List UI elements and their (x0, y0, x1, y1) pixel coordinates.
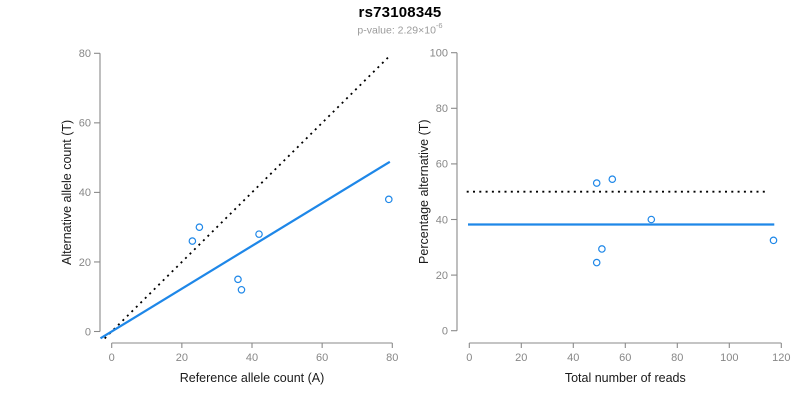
y-tick-label: 60 (436, 159, 448, 171)
data-point (234, 275, 242, 284)
y-tick-label: 0 (85, 326, 91, 338)
y-tick-label: 100 (430, 48, 448, 60)
y-tick-label: 40 (436, 214, 448, 226)
y-tick-label: 20 (436, 270, 448, 282)
data-point (592, 258, 601, 267)
y-axis-title: Alternative allele count (T) (60, 120, 74, 265)
data-point (188, 237, 197, 245)
identity-line (104, 56, 390, 340)
allele-ratio-line (99, 160, 391, 340)
pvalue-text: p-value: 2.29×10 (357, 24, 436, 37)
y-tick-label: 20 (79, 257, 91, 269)
x-tick-label: 20 (515, 352, 527, 364)
x-tick-label: 0 (466, 352, 472, 364)
pvalue-exponent: -6 (435, 21, 443, 30)
y-tick-label: 80 (436, 103, 448, 115)
plot-subtitle: p-value: 2.29×10-6 (0, 21, 800, 37)
y-tick-label: 40 (79, 187, 91, 199)
data-point (195, 223, 204, 231)
data-point (598, 245, 606, 253)
left-scatter-plot: 0 20 40 60 80 0 20 40 60 80 Reference allele count… (60, 48, 398, 385)
x-tick-label: 40 (246, 352, 258, 364)
plot-title: rs73108345 (358, 4, 442, 21)
y-tick-label: 0 (442, 326, 448, 338)
data-point (647, 215, 656, 224)
y-axis-title: Percentage alternative (T) (417, 119, 431, 264)
data-point (384, 195, 393, 204)
x-tick-label: 60 (316, 352, 328, 364)
x-tick-label: 40 (567, 352, 579, 364)
x-tick-label: 80 (671, 352, 683, 364)
y-tick-label: 60 (79, 118, 91, 130)
data-point (255, 230, 263, 238)
x-tick-label: 80 (386, 352, 398, 364)
y-tick-label: 80 (79, 48, 91, 60)
x-tick-label: 0 (109, 352, 115, 364)
data-point (608, 175, 617, 183)
x-tick-label: 20 (176, 352, 188, 364)
data-point (592, 179, 601, 187)
data-point (237, 285, 246, 294)
data-point (769, 236, 778, 245)
x-tick-label: 100 (720, 352, 738, 364)
right-scatter-plot: 0 20 40 60 80 100 0 20 40 60 80 100 120 Total number … (417, 48, 790, 386)
x-axis-title: Total number of reads (565, 371, 686, 385)
x-tick-label: 120 (772, 352, 790, 364)
x-tick-label: 60 (619, 352, 631, 364)
x-axis-title: Reference allele count (A) (180, 371, 325, 385)
